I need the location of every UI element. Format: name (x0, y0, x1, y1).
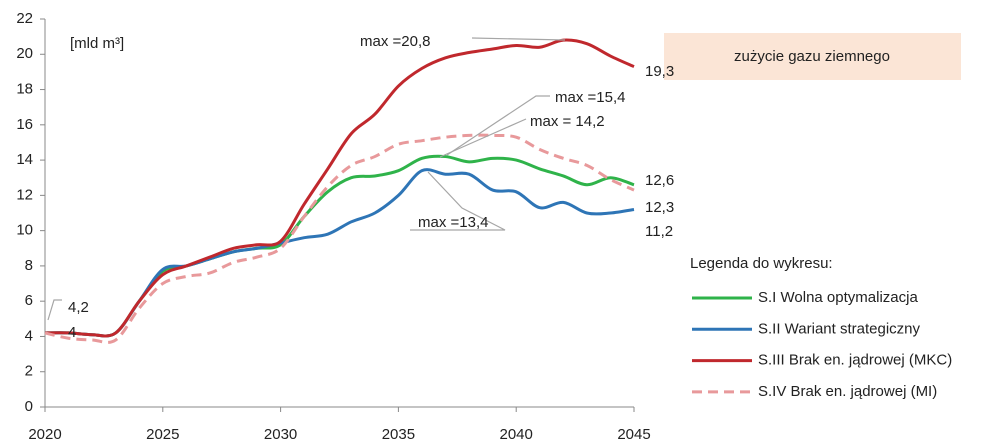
y-tick-label: 14 (16, 151, 33, 168)
legend-label: S.III Brak en. jądrowej (MKC) (758, 352, 952, 369)
y-tick-label: 6 (25, 292, 33, 309)
x-tick-label: 2045 (617, 426, 650, 443)
annotation: 12,6 (645, 172, 674, 189)
leader-line (410, 171, 506, 231)
annotation: 4,2 (68, 299, 89, 316)
legend-title: Legenda do wykresu: (690, 255, 833, 272)
annotation: 12,3 (645, 199, 674, 216)
y-tick-label: 18 (16, 81, 33, 98)
y-tick-label: 8 (25, 257, 33, 274)
legend-label: S.I Wolna optymalizacja (758, 289, 918, 306)
y-tick-label: 20 (16, 45, 33, 62)
title-box (664, 33, 961, 80)
y-tick-label: 16 (16, 116, 33, 133)
x-tick-label: 2025 (146, 426, 179, 443)
annotation: max = 14,2 (530, 113, 605, 130)
leader-line (471, 37, 566, 41)
annotation: max =15,4 (555, 89, 625, 106)
annotation: max =20,8 (360, 33, 430, 50)
y-tick-label: 4 (25, 327, 33, 344)
x-tick-label: 2035 (382, 426, 415, 443)
y-tick-label: 12 (16, 186, 33, 203)
annotation: 19,3 (645, 63, 674, 80)
y-tick-label: 2 (25, 363, 33, 380)
y-tick-label: 0 (25, 398, 33, 415)
annotation: max =13,4 (418, 214, 488, 231)
x-tick-label: 2020 (28, 426, 61, 443)
legend-label: S.II Wariant strategiczny (758, 320, 920, 337)
x-tick-label: 2030 (264, 426, 297, 443)
x-tick-label: 2040 (500, 426, 533, 443)
series-line (44, 38, 635, 338)
annotation: 11,2 (645, 223, 673, 240)
y-tick-label: 10 (16, 222, 33, 239)
series-line (44, 133, 635, 344)
annotation: 4 (68, 324, 76, 341)
unit-label: [mld m³] (70, 35, 124, 52)
y-tick-label: 22 (16, 10, 33, 27)
box-title: zużycie gazu ziemnego (734, 48, 890, 65)
leader-line (47, 299, 62, 321)
leader-line (446, 95, 550, 156)
leader-line (439, 118, 527, 158)
legend-label: S.IV Brak en. jądrowej (MI) (758, 383, 937, 400)
